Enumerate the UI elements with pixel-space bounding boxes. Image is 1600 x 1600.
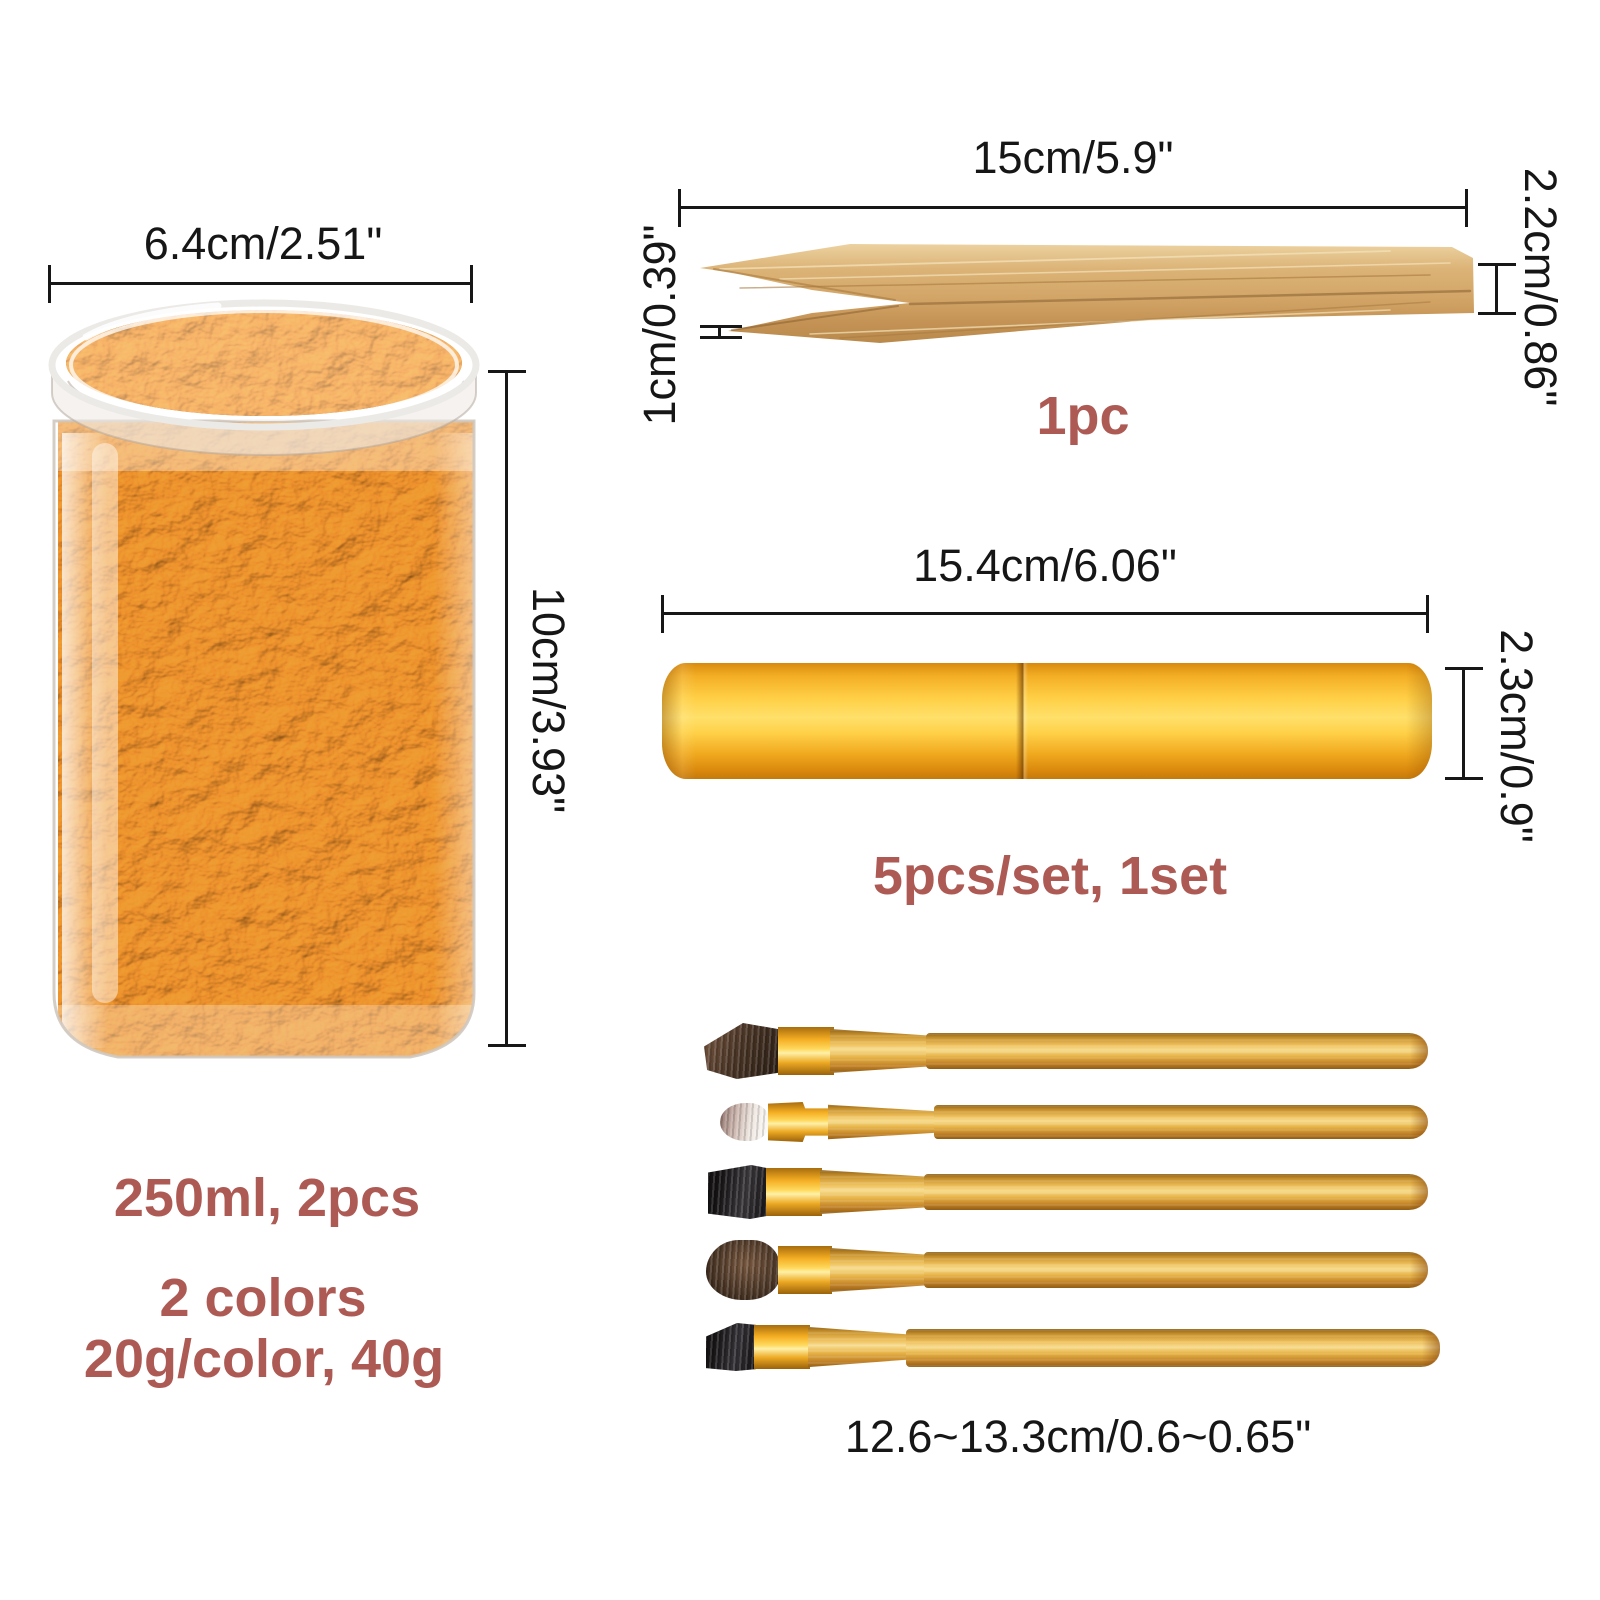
tweezers-length-label: 15cm/5.9" (972, 132, 1174, 183)
tweezers-width-bracket (1478, 263, 1516, 315)
brush-handle-cone (808, 1326, 908, 1368)
brush-handle (906, 1329, 1440, 1367)
tube-right-cap (1406, 663, 1432, 779)
tube-length-label: 15.4cm/6.06" (913, 540, 1177, 591)
brush-handle (934, 1105, 1428, 1139)
tweezers-length-dimension-line (678, 189, 1468, 227)
dimension-tick (1445, 667, 1483, 670)
brushes-length-label: 12.6~13.3cm/0.6~0.65" (844, 1411, 1312, 1462)
dimension-tick (470, 265, 473, 303)
brush-ferrule (754, 1325, 810, 1369)
brush-handle-cone (830, 1248, 926, 1292)
brush-handle (924, 1252, 1428, 1288)
brush-handle (924, 1174, 1428, 1210)
dimension-tick (488, 370, 526, 373)
tube-length-dimension-line (661, 595, 1429, 633)
tube-left-cap (662, 663, 696, 779)
brush-handle-cone (820, 1170, 926, 1214)
tube-middle-seam (1016, 663, 1029, 779)
brush-row-5 (698, 1312, 1442, 1382)
tweezers-tip-bracket (718, 325, 721, 339)
tweezers-tip-bracket (700, 336, 742, 339)
jar-colors-label: 2 colors (159, 1268, 367, 1328)
tweezers-quantity-label: 1pc (1036, 386, 1130, 446)
tube-diameter-label: 2.3cm/0.9" (1491, 629, 1542, 843)
brush-pointed-bristles (720, 1103, 770, 1141)
dimension-tick (48, 265, 51, 303)
tweezers-body (700, 244, 1474, 343)
jar-weight-label: 20g/color, 40g (83, 1329, 445, 1389)
tube-quantity-label: 5pcs/set, 1set (872, 846, 1228, 906)
tweezers-tip-bracket (700, 325, 742, 328)
dimension-tick (488, 1044, 526, 1047)
dimension-tick (661, 595, 664, 633)
jar-width-dimension-line (48, 265, 473, 303)
tweezers-width-label: 2.2cm/0.86" (1515, 167, 1566, 407)
dimension-tick (1426, 595, 1429, 633)
tweezers-image (700, 244, 1474, 343)
jar-height-label: 10cm/3.93" (523, 586, 574, 814)
jar-wall-outline (52, 419, 476, 1059)
brush-angled-bristles (704, 1023, 782, 1079)
brush-row-4 (698, 1235, 1442, 1305)
brush-ferrule (768, 1102, 830, 1142)
dimension-tick (1478, 312, 1516, 315)
brush-handle (926, 1033, 1428, 1069)
brush-liner-bristles (706, 1323, 756, 1371)
brush-flat-bristles (708, 1165, 768, 1219)
brush-ferrule (778, 1246, 832, 1294)
dimension-tick (1478, 263, 1516, 266)
dimension-tick (1445, 777, 1483, 780)
jar-width-label: 6.4cm/2.51" (143, 218, 383, 269)
brush-dome-bristles (706, 1240, 780, 1300)
brush-handle-cone (828, 1104, 936, 1140)
dimension-tick (678, 189, 681, 227)
jar-lid (48, 299, 480, 456)
jar-image (48, 299, 480, 1059)
brush-ferrule (778, 1027, 834, 1075)
brush-handle-cone (830, 1029, 930, 1073)
brush-row-3 (698, 1157, 1442, 1227)
tube-diameter-bracket (1445, 667, 1483, 780)
dimension-tick (1465, 189, 1468, 227)
brush-row-1 (698, 1016, 1442, 1086)
brush-ferrule (766, 1168, 822, 1216)
tweezers-tip-label: 1cm/0.39" (634, 224, 685, 426)
brush-tube-image (662, 663, 1432, 779)
jar-height-dimension-line (488, 370, 526, 1047)
jar-quantity-label: 250ml, 2pcs (113, 1168, 421, 1228)
jar-body (58, 421, 474, 1057)
brush-row-2 (698, 1087, 1442, 1157)
